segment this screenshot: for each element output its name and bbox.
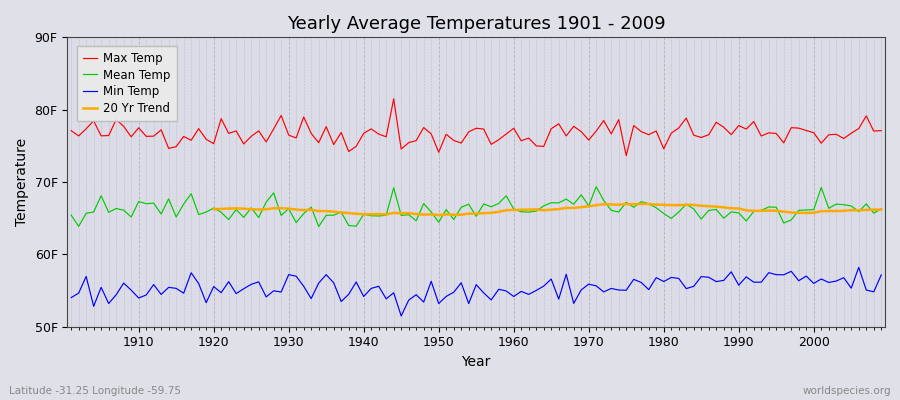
X-axis label: Year: Year bbox=[462, 355, 490, 369]
Line: Min Temp: Min Temp bbox=[71, 267, 881, 316]
Y-axis label: Temperature: Temperature bbox=[15, 138, 29, 226]
Max Temp bbox=[606, 132, 616, 136]
Min Temp bbox=[66, 295, 77, 300]
Max Temp bbox=[388, 96, 399, 101]
Min Temp bbox=[396, 314, 407, 318]
Min Temp bbox=[516, 289, 526, 294]
20 Yr Trend bbox=[598, 202, 609, 207]
Mean Temp bbox=[343, 223, 354, 228]
Mean Temp bbox=[516, 209, 526, 214]
Legend: Max Temp, Mean Temp, Min Temp, 20 Yr Trend: Max Temp, Mean Temp, Min Temp, 20 Yr Tre… bbox=[77, 46, 176, 120]
Max Temp bbox=[516, 138, 526, 143]
Mean Temp bbox=[126, 215, 137, 220]
Line: Max Temp: Max Temp bbox=[71, 99, 881, 156]
Mean Temp bbox=[313, 224, 324, 229]
Mean Temp bbox=[508, 207, 519, 212]
Min Temp bbox=[336, 299, 346, 304]
Mean Temp bbox=[876, 206, 886, 211]
Max Temp bbox=[126, 134, 137, 139]
Mean Temp bbox=[590, 184, 601, 189]
20 Yr Trend bbox=[336, 210, 346, 215]
Text: worldspecies.org: worldspecies.org bbox=[803, 386, 891, 396]
Mean Temp bbox=[66, 213, 77, 218]
Max Temp bbox=[508, 126, 519, 131]
Title: Yearly Average Temperatures 1901 - 2009: Yearly Average Temperatures 1901 - 2009 bbox=[287, 15, 665, 33]
Min Temp bbox=[606, 286, 616, 291]
Max Temp bbox=[621, 153, 632, 158]
Line: 20 Yr Trend: 20 Yr Trend bbox=[213, 204, 881, 215]
Min Temp bbox=[291, 274, 302, 279]
Max Temp bbox=[66, 128, 77, 133]
Min Temp bbox=[876, 272, 886, 277]
20 Yr Trend bbox=[508, 208, 519, 212]
Mean Temp bbox=[291, 220, 302, 225]
Min Temp bbox=[508, 294, 519, 299]
Mean Temp bbox=[613, 210, 624, 214]
Max Temp bbox=[876, 128, 886, 133]
Line: Mean Temp: Mean Temp bbox=[71, 187, 881, 226]
20 Yr Trend bbox=[876, 207, 886, 212]
Max Temp bbox=[336, 130, 346, 135]
Text: Latitude -31.25 Longitude -59.75: Latitude -31.25 Longitude -59.75 bbox=[9, 386, 181, 396]
20 Yr Trend bbox=[291, 207, 302, 212]
Min Temp bbox=[126, 288, 137, 292]
20 Yr Trend bbox=[500, 208, 511, 213]
Max Temp bbox=[291, 136, 302, 140]
Min Temp bbox=[853, 265, 864, 270]
